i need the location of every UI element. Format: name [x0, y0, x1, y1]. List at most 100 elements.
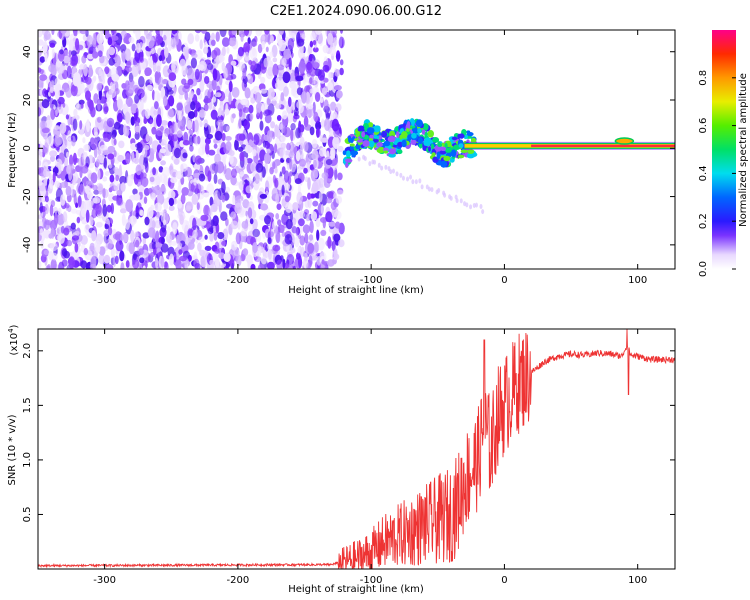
- spectrogram-cell: [362, 140, 370, 147]
- spectrogram-cell: [143, 118, 148, 124]
- spectrogram-cell: [178, 249, 183, 255]
- spectrogram-cell: [262, 109, 271, 117]
- spectrogram-cell: [191, 53, 198, 59]
- snr-frame: [37, 328, 676, 570]
- spectrogram-cell: [38, 49, 42, 57]
- spectrogram-cell: [72, 235, 80, 241]
- spectrogram-cell: [466, 132, 474, 137]
- spectrogram-cell: [230, 60, 237, 67]
- spectrogram-cell: [66, 137, 72, 150]
- spectrogram-cell: [199, 249, 206, 257]
- x-tick-label: 0: [501, 275, 507, 286]
- spectrogram-cell: [481, 209, 485, 215]
- spectrogram-cell: [228, 80, 233, 93]
- spectrogram-cell: [79, 183, 84, 193]
- spectrogram-cell: [38, 88, 41, 96]
- spectrogram-cell: [314, 92, 321, 102]
- spectrogram-cell: [48, 251, 54, 261]
- spectrogram-cell: [312, 47, 319, 53]
- spectrogram-cell: [328, 221, 336, 227]
- spectrogram-cell: [250, 60, 257, 71]
- spectrogram-cell: [99, 55, 105, 64]
- spectrogram-cell: [167, 246, 175, 257]
- spectrogram-cell: [80, 102, 84, 109]
- spectrogram-cell: [255, 30, 262, 37]
- spectrogram-cell: [110, 30, 117, 34]
- spectrogram-cell: [308, 153, 313, 162]
- spectrogram-cell: [234, 139, 239, 151]
- spectrogram-cell: [90, 137, 98, 151]
- spectrogram-cell: [210, 109, 218, 120]
- spectrogram-cell: [274, 167, 278, 174]
- spectrogram-cell: [188, 48, 192, 55]
- spectrogram-cell: [66, 164, 71, 175]
- spectrogram-cell: [194, 162, 201, 171]
- spectrogram-cell: [395, 171, 399, 177]
- spectrogram-cell: [167, 109, 176, 118]
- spectrogram-cell: [152, 167, 157, 176]
- spectrogram-cell: [107, 153, 115, 160]
- spectrogram-cell: [176, 234, 180, 244]
- spectrogram-cell: [308, 54, 313, 62]
- spectrogram-cell: [232, 194, 236, 205]
- spectrogram-cell: [325, 112, 331, 120]
- spectrogram-cell: [299, 210, 306, 218]
- spectrogram-cell: [329, 131, 335, 137]
- spectrogram-cell: [139, 209, 144, 216]
- spectrogram-cell: [223, 252, 231, 262]
- spectrogram-cell: [73, 72, 81, 86]
- spectrogram-cell: [186, 97, 191, 106]
- spectrogram-cell: [55, 145, 60, 151]
- spectrogram-cell: [235, 232, 242, 245]
- spectrogram-cell: [351, 154, 355, 158]
- spectrogram-cell: [43, 178, 48, 186]
- spectrogram-cell: [245, 185, 253, 194]
- spectrogram-cell: [146, 35, 155, 49]
- spectrogram-cell: [334, 167, 338, 180]
- spectrogram-cell: [231, 168, 237, 179]
- colorbar-tick-label: 0.4: [698, 165, 709, 181]
- spectrogram-cell: [113, 150, 117, 158]
- spectrogram-cell: [168, 205, 175, 211]
- spectrogram-cell: [300, 246, 305, 257]
- spectrogram-cell: [303, 209, 310, 215]
- spectrogram-cell: [223, 67, 228, 79]
- spectrogram-cell: [303, 74, 311, 83]
- spectrogram-cell: [283, 86, 289, 97]
- spectrogram-cell: [41, 195, 45, 203]
- spectrogram-cell: [296, 87, 303, 96]
- spectrogram-cell: [211, 32, 215, 41]
- spectrogram-cell: [345, 158, 353, 163]
- spectrogram-cell: [63, 227, 70, 236]
- spectrogram-cell: [384, 164, 388, 170]
- spectrogram-cell: [229, 155, 234, 165]
- spectrogram-cell: [457, 154, 465, 159]
- spectrogram-cell: [186, 201, 194, 210]
- spectrogram-cell: [361, 131, 366, 138]
- spectrogram-cell: [261, 35, 266, 41]
- spectrogram-cell: [211, 96, 217, 103]
- spectrogram-cell: [125, 66, 133, 73]
- spectrogram-cell: [259, 120, 264, 131]
- spectrogram-cell: [99, 30, 105, 35]
- spectrogram-cell: [102, 176, 108, 182]
- spectrogram-cell: [244, 87, 251, 99]
- spectrogram-cell: [70, 61, 77, 67]
- spectrogram-cell: [396, 149, 403, 155]
- spectrogram-cell: [366, 127, 375, 135]
- spectrogram-cell: [176, 130, 183, 138]
- y-tick-label: 20: [22, 94, 33, 107]
- spectrogram-cell: [74, 230, 80, 236]
- spectrogram-cell: [177, 185, 182, 196]
- spectrogram-cell: [475, 202, 479, 208]
- spectrogram-cell: [192, 229, 198, 239]
- spectrogram-cell: [143, 187, 150, 196]
- spectrogram-cell: [153, 90, 161, 103]
- spectrogram-cell: [71, 250, 80, 260]
- spectrogram-cell: [209, 259, 214, 265]
- spectrogram-cell: [218, 252, 226, 259]
- spectrogram-image: [38, 30, 675, 269]
- spectrogram-cell: [149, 76, 153, 85]
- spectrogram-cell: [97, 169, 101, 181]
- spectrogram-cell: [194, 263, 201, 269]
